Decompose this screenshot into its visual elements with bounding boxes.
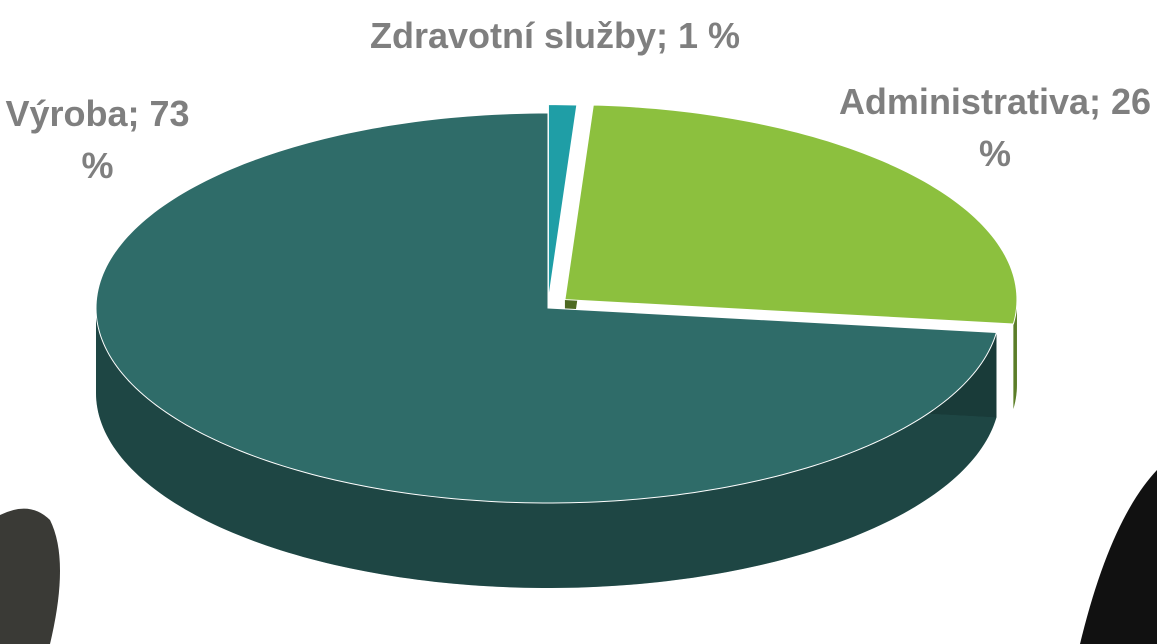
photo-fragment [0,509,60,644]
slide: Zdravotní služby; 1 % Administrativa; 26… [0,0,1157,644]
photo-fragment [1080,470,1157,644]
data-label: Výroba; 73 % [5,88,190,192]
data-label: Administrativa; 26 % [835,76,1155,180]
data-label: Zdravotní služby; 1 % [255,10,855,62]
